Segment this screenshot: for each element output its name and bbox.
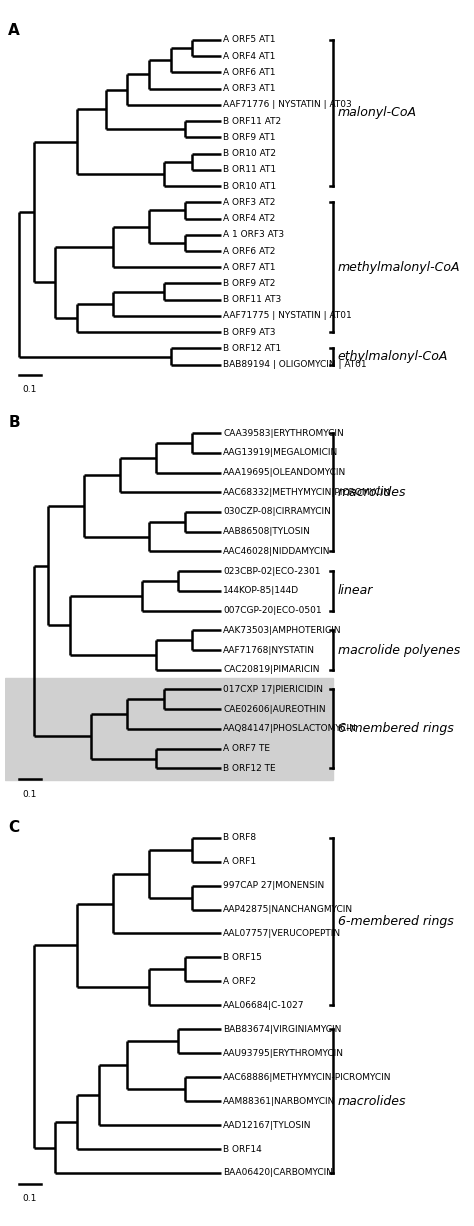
Text: A 1 ORF3 AT3: A 1 ORF3 AT3 [223,230,284,239]
Text: CAC20819|PIMARICIN: CAC20819|PIMARICIN [223,666,319,674]
Text: B ORF9 AT2: B ORF9 AT2 [223,280,275,288]
Text: malonyl-CoA: malonyl-CoA [337,107,417,119]
Text: 007CGP-20|ECO-0501: 007CGP-20|ECO-0501 [223,606,322,615]
Text: macrolides: macrolides [337,485,406,499]
Text: B ORF8: B ORF8 [223,834,256,842]
Text: AAQ84147|PHOSLACTOMYCIN: AAQ84147|PHOSLACTOMYCIN [223,725,357,733]
Text: AAC46028|NIDDAMYCIN: AAC46028|NIDDAMYCIN [223,547,331,555]
Text: B OR11 AT1: B OR11 AT1 [223,166,276,174]
Text: A ORF2: A ORF2 [223,977,256,986]
Text: 6-membered rings: 6-membered rings [337,915,453,928]
Text: BAA06420|CARBOMYCIN: BAA06420|CARBOMYCIN [223,1168,333,1177]
Text: A ORF4 AT1: A ORF4 AT1 [223,51,275,60]
Text: 144KOP-85|144D: 144KOP-85|144D [223,586,299,596]
Text: BAB89194 | OLIGOMYCIN | AT01: BAB89194 | OLIGOMYCIN | AT01 [223,360,367,369]
Text: AAC68332|METHYMYCIN|PICROMYCIN: AAC68332|METHYMYCIN|PICROMYCIN [223,488,391,497]
Text: AAG13919|MEGALOMICIN: AAG13919|MEGALOMICIN [223,449,338,457]
Text: 023CBP-02|ECO-2301: 023CBP-02|ECO-2301 [223,566,320,576]
Text: AAK73503|AMPHOTERICIN: AAK73503|AMPHOTERICIN [223,625,342,635]
Text: A: A [9,22,20,38]
Text: linear: linear [337,585,373,597]
Text: A ORF3 AT1: A ORF3 AT1 [223,85,275,93]
Text: AAL06684|C-1027: AAL06684|C-1027 [223,1000,305,1010]
Text: AAB86508|TYLOSIN: AAB86508|TYLOSIN [223,527,311,536]
Text: B ORF14: B ORF14 [223,1145,262,1154]
Text: A ORF4 AT2: A ORF4 AT2 [223,215,275,223]
Text: ethylmalonyl-CoA: ethylmalonyl-CoA [337,351,448,363]
Text: AAP42875|NANCHANGMYCIN: AAP42875|NANCHANGMYCIN [223,905,353,915]
Text: AAF71776 | NYSTATIN | AT03: AAF71776 | NYSTATIN | AT03 [223,101,352,109]
Bar [5,678,333,780]
Text: A ORF5 AT1: A ORF5 AT1 [223,36,275,44]
Text: CAA39583|ERYTHROMYCIN: CAA39583|ERYTHROMYCIN [223,429,344,438]
Text: 997CAP 27|MONENSIN: 997CAP 27|MONENSIN [223,881,324,890]
Text: AAD12167|TYLOSIN: AAD12167|TYLOSIN [223,1121,311,1129]
Text: A ORF6 AT2: A ORF6 AT2 [223,246,275,255]
Text: A ORF7 AT1: A ORF7 AT1 [223,262,275,272]
Text: AAF71768|NYSTATIN: AAF71768|NYSTATIN [223,646,315,655]
Text: B ORF9 AT1: B ORF9 AT1 [223,132,275,142]
Text: CAE02606|AUREOTHIN: CAE02606|AUREOTHIN [223,705,326,714]
Text: BAB83674|VIRGINIAMYCIN: BAB83674|VIRGINIAMYCIN [223,1025,341,1034]
Text: A ORF1: A ORF1 [223,857,256,866]
Text: B ORF12 AT1: B ORF12 AT1 [223,345,281,353]
Text: 017CXP 17|PIERICIDIN: 017CXP 17|PIERICIDIN [223,685,323,694]
Text: A ORF6 AT1: A ORF6 AT1 [223,67,275,77]
Text: AAL07757|VERUCOPEPTIN: AAL07757|VERUCOPEPTIN [223,929,341,938]
Text: B ORF15: B ORF15 [223,953,262,962]
Text: B: B [9,416,20,430]
Text: A ORF3 AT2: A ORF3 AT2 [223,197,275,207]
Text: 0.1: 0.1 [23,1194,37,1204]
Text: methylmalonyl-CoA: methylmalonyl-CoA [337,261,460,273]
Text: B ORF9 AT3: B ORF9 AT3 [223,327,275,337]
Text: 030CZP-08|CIRRAMYCIN: 030CZP-08|CIRRAMYCIN [223,508,331,516]
Text: 0.1: 0.1 [23,385,37,395]
Text: 0.1: 0.1 [23,790,37,799]
Text: B OR10 AT1: B OR10 AT1 [223,181,276,190]
Text: B ORF11 AT2: B ORF11 AT2 [223,116,281,125]
Text: B OR10 AT2: B OR10 AT2 [223,150,276,158]
Text: A ORF7 TE: A ORF7 TE [223,744,270,753]
Text: macrolide polyenes: macrolide polyenes [337,644,460,657]
Text: B ORF12 TE: B ORF12 TE [223,764,276,772]
Text: B ORF11 AT3: B ORF11 AT3 [223,295,282,304]
Text: AAU93795|ERYTHROMYCIN: AAU93795|ERYTHROMYCIN [223,1048,344,1058]
Text: C: C [9,820,19,835]
Text: AAC68886|METHYMYCIN-PICROMYCIN: AAC68886|METHYMYCIN-PICROMYCIN [223,1073,392,1081]
Text: AAM88361|NARBOMYCIN: AAM88361|NARBOMYCIN [223,1096,336,1106]
Text: AAA19695|OLEANDOMYCIN: AAA19695|OLEANDOMYCIN [223,468,346,477]
Text: macrolides: macrolides [337,1095,406,1107]
Text: 6-membered rings: 6-membered rings [337,722,453,736]
Text: AAF71775 | NYSTATIN | AT01: AAF71775 | NYSTATIN | AT01 [223,311,352,320]
